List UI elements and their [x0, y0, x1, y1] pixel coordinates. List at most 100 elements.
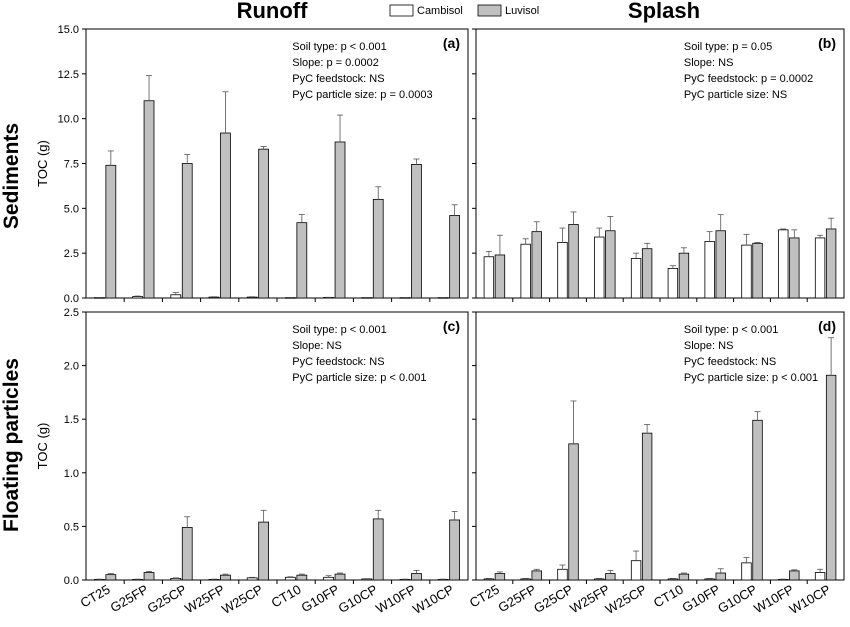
- legend-swatch-cambisol: [389, 4, 414, 17]
- legend-label-cambisol: Cambisol: [417, 5, 463, 17]
- bar-luvisol-w10fp: [411, 573, 422, 581]
- panel-frame: [85, 311, 469, 581]
- bar-luvisol-g25cp: [568, 443, 579, 581]
- x-tick-label-g10fp: G10FP: [680, 582, 723, 616]
- x-tick-label-g25fp: G25FP: [108, 582, 151, 616]
- bar-cambisol-w10fp: [778, 229, 789, 299]
- y-tick-label: 2.5: [64, 307, 79, 319]
- bar-luvisol-w10cp: [449, 215, 460, 299]
- bar-luvisol-g10cp: [752, 242, 763, 299]
- legend-label-luvisol: Luvisol: [505, 5, 539, 17]
- bar-luvisol-ct25: [494, 254, 506, 299]
- bar-cambisol-g25cp: [170, 294, 182, 299]
- bar-luvisol-w25cp: [641, 248, 653, 299]
- bar-luvisol-g25fp: [143, 100, 155, 299]
- bar-cambisol-w10cp: [437, 579, 449, 581]
- x-tick-label-ct25: CT25: [467, 582, 502, 611]
- bar-luvisol-g25fp: [143, 572, 155, 581]
- stat-annotation: Soil type: p = 0.05: [684, 41, 772, 53]
- bar-luvisol-ct25: [494, 573, 506, 581]
- panel-2: (b) Soil type: p = 0.05 Slope: NS PyC feeds…: [472, 28, 845, 302]
- bar-cambisol-w10fp: [399, 579, 411, 581]
- bar-cambisol-w10cp: [814, 572, 826, 581]
- y-tick-label: 15.0: [58, 24, 79, 36]
- y-tick-label: 12.5: [58, 69, 79, 81]
- bar-cambisol-g25fp: [132, 579, 143, 581]
- bar-luvisol-w25fp: [605, 573, 616, 581]
- bar-luvisol-g10cp: [372, 198, 384, 299]
- x-tick-label-w25fp: W25FP: [567, 582, 612, 617]
- y-tick-label: 0.5: [64, 521, 79, 533]
- bar-luvisol-ct10: [296, 574, 308, 581]
- stat-annotation: Slope: p = 0.0002: [292, 57, 379, 69]
- bar-luvisol-w25cp: [641, 432, 653, 581]
- bar-cambisol-w10cp: [814, 237, 826, 299]
- y-axis-label: TOC (g): [35, 423, 50, 470]
- bar-cambisol-g10cp: [741, 562, 752, 581]
- y-tick-label: 5.0: [64, 203, 79, 215]
- bar-luvisol-g10cp: [752, 419, 763, 581]
- x-tick-label-g25fp: G25FP: [496, 582, 539, 616]
- column-title-splash: Splash: [628, 0, 700, 23]
- bar-cambisol-w25cp: [630, 258, 642, 299]
- bar-cambisol-w25fp: [208, 579, 220, 581]
- bar-luvisol-w25cp: [258, 521, 269, 581]
- x-tick-label-w10cp: W10CP: [787, 582, 833, 617]
- bar-luvisol-g10cp: [372, 518, 384, 581]
- stat-annotation: PyC feedstock: NS: [684, 356, 776, 368]
- y-tick-label: 2.5: [64, 248, 79, 260]
- panel-label: (d): [818, 318, 836, 334]
- bar-cambisol-g25cp: [557, 568, 568, 581]
- row-title-floating-particles: Floating particles: [0, 358, 23, 532]
- x-tick-label-w25fp: W25FP: [182, 582, 227, 617]
- bar-luvisol-g10fp: [334, 573, 346, 581]
- bar-cambisol-ct10: [667, 578, 679, 581]
- stat-annotation: PyC feedstock: NS: [292, 73, 384, 85]
- x-tick-label-w10fp: W10FP: [373, 582, 418, 617]
- bar-cambisol-w25cp: [630, 560, 642, 581]
- y-tick-label: 0.0: [64, 293, 79, 305]
- stat-annotation: Soil type: p < 0.001: [684, 324, 778, 336]
- bar-luvisol-w25fp: [220, 132, 231, 299]
- bar-luvisol-w10fp: [411, 163, 422, 299]
- y-tick-label: 1.5: [64, 414, 79, 426]
- bar-luvisol-w10cp: [825, 374, 837, 581]
- bar-cambisol-w25cp: [246, 296, 258, 299]
- bar-luvisol-w10cp: [825, 228, 837, 299]
- panel-frame: [85, 28, 469, 299]
- x-tick-label-w10cp: W10CP: [410, 582, 456, 617]
- stat-annotation: Slope: NS: [292, 340, 342, 352]
- x-tick-label-g10cp: G10CP: [336, 582, 380, 616]
- row-title-sediments: Sediments: [0, 123, 23, 229]
- bar-cambisol-w25fp: [208, 296, 220, 299]
- bar-cambisol-g10fp: [323, 576, 334, 581]
- stat-annotation: PyC particle size: p = 0.0003: [292, 89, 432, 101]
- panel-label: (c): [443, 318, 460, 334]
- bar-luvisol-w25cp: [258, 148, 269, 299]
- bar-luvisol-g25cp: [181, 163, 193, 299]
- y-axis-label: TOC (g): [35, 140, 50, 187]
- x-tick-label-w25cp: W25CP: [219, 582, 265, 617]
- x-tick-label-ct10: CT10: [269, 582, 304, 611]
- y-tick-label: 1.0: [64, 468, 79, 480]
- bar-cambisol-g25fp: [132, 296, 143, 299]
- x-tick-label-w25cp: W25CP: [603, 582, 649, 617]
- panel-frame: [475, 28, 845, 299]
- bar-cambisol-w25cp: [246, 577, 258, 581]
- bar-luvisol-g25fp: [531, 570, 542, 581]
- stat-annotation: Soil type: p < 0.001: [292, 324, 386, 336]
- bar-cambisol-ct10: [285, 576, 296, 581]
- bar-cambisol-w25fp: [594, 578, 605, 581]
- stat-annotation: PyC particle size: NS: [684, 89, 787, 101]
- stat-annotation: PyC particle size: p < 0.001: [292, 372, 426, 384]
- bar-luvisol-g10fp: [715, 230, 726, 299]
- bar-cambisol-g10cp: [361, 578, 373, 581]
- bar-cambisol-g25cp: [557, 242, 568, 299]
- bar-cambisol-w25fp: [594, 236, 605, 299]
- bar-luvisol-w25fp: [605, 230, 616, 299]
- panel-label: (a): [443, 35, 460, 51]
- stat-annotation: PyC feedstock: p = 0.0002: [684, 73, 813, 85]
